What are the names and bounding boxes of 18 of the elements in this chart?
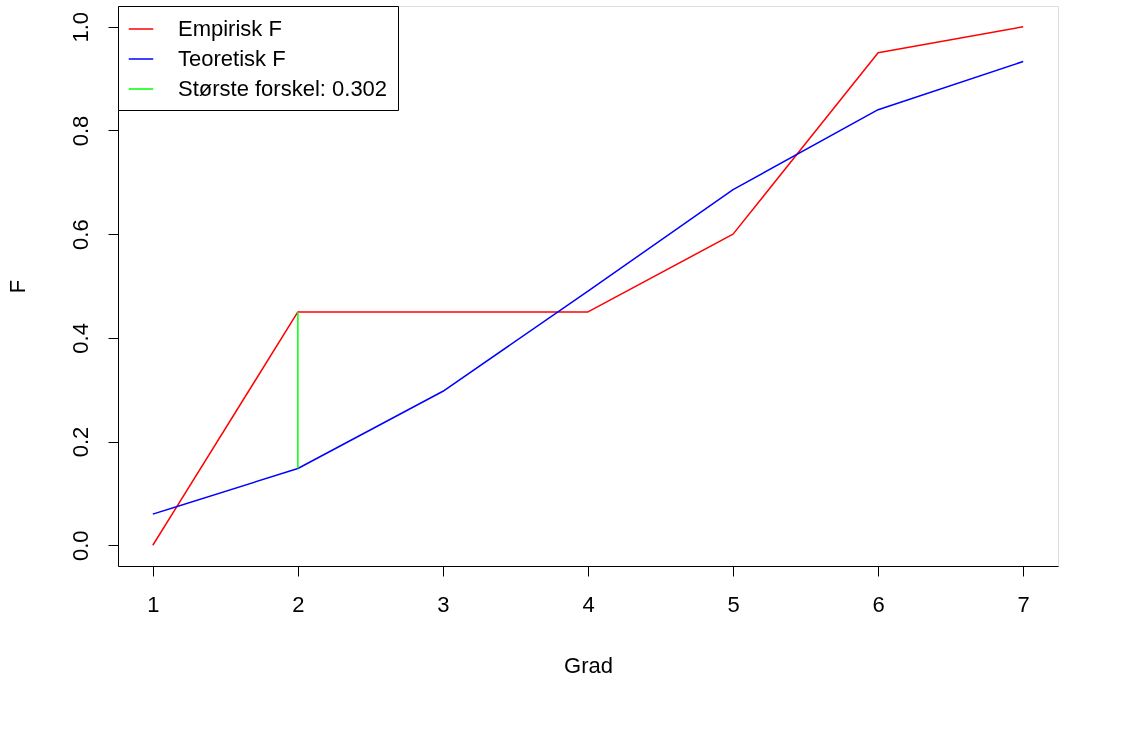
y-tick-label: 0.0 (67, 530, 93, 562)
x-tick-label: 7 (1017, 591, 1030, 617)
x-axis-title: Grad (564, 652, 613, 678)
legend-label: Empirisk F (178, 16, 282, 41)
x-tick-label: 4 (582, 591, 595, 617)
x-tick-label: 3 (437, 591, 450, 617)
y-tick-label: 0.6 (67, 219, 93, 250)
legend-label: Største forskel: 0.302 (178, 76, 388, 101)
legend-label: Teoretisk F (178, 46, 286, 71)
y-tick-label: 0.8 (67, 115, 93, 147)
x-tick-label: 5 (727, 591, 740, 617)
x-tick-label: 6 (872, 591, 885, 617)
y-axis-title: F (4, 279, 30, 294)
y-tick-label: 0.2 (67, 426, 93, 458)
x-tick-label: 1 (147, 591, 160, 617)
y-tick-label: 0.4 (67, 323, 93, 354)
y-tick-label: 1.0 (67, 11, 93, 43)
x-tick-label: 2 (292, 591, 305, 617)
